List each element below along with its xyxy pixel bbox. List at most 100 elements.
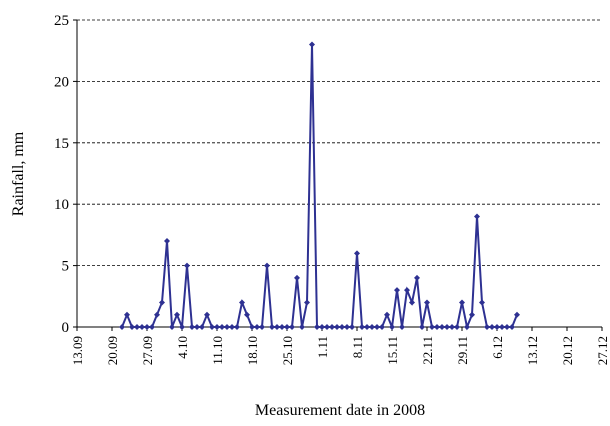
x-tick-label: 25.10 (280, 336, 295, 365)
data-point (474, 213, 480, 220)
x-tick-label: 22.11 (420, 336, 435, 365)
x-tick-label: 13.12 (525, 336, 540, 365)
data-point (379, 324, 385, 330)
data-point (424, 299, 430, 306)
data-point (294, 274, 300, 281)
data-point (414, 274, 420, 281)
data-point (499, 324, 505, 330)
data-point (464, 324, 470, 330)
x-tick-label: 27.09 (140, 336, 155, 365)
data-point (254, 324, 260, 330)
data-point (224, 324, 230, 330)
data-point (134, 324, 140, 330)
data-point (419, 324, 425, 330)
data-point (384, 311, 390, 318)
data-point (149, 324, 155, 330)
data-point (179, 324, 185, 330)
data-point (369, 324, 375, 330)
data-point (219, 324, 225, 330)
data-point (204, 311, 210, 318)
data-point (449, 324, 455, 330)
data-point (264, 262, 270, 269)
data-point (494, 324, 500, 330)
y-axis-title: Rainfall, mm (10, 131, 27, 216)
data-point (399, 324, 405, 330)
data-point (124, 311, 130, 318)
y-tick-label: 15 (54, 136, 69, 152)
x-tick-label: 18.10 (245, 336, 260, 365)
data-point (139, 324, 145, 330)
data-point (119, 324, 125, 330)
data-point (454, 324, 460, 330)
x-tick-label: 13.09 (70, 336, 85, 365)
data-line (121, 44, 518, 331)
data-point (174, 311, 180, 318)
data-point (344, 324, 350, 330)
data-point (329, 324, 335, 330)
y-tick-label: 0 (62, 320, 70, 336)
data-point (374, 324, 380, 330)
data-point (154, 311, 160, 318)
data-point (409, 299, 415, 306)
data-point (249, 324, 255, 330)
data-point (289, 324, 295, 330)
data-point (309, 41, 315, 48)
data-point (459, 299, 465, 306)
data-point (234, 324, 240, 330)
x-tick-label: 27.12 (595, 336, 610, 365)
data-point (239, 299, 245, 306)
x-tick-label: 1.11 (315, 336, 330, 358)
data-point (244, 311, 250, 318)
data-point (394, 287, 400, 294)
y-tick-label: 25 (54, 13, 69, 29)
data-point (144, 324, 150, 330)
data-point (439, 324, 445, 330)
data-point (334, 324, 340, 330)
data-point (359, 324, 365, 330)
y-tick-label: 5 (62, 259, 70, 275)
data-point (159, 299, 165, 306)
data-point (339, 324, 345, 330)
data-point (129, 324, 135, 330)
data-point (514, 311, 520, 318)
x-tick-label: 8.11 (350, 336, 365, 358)
data-point (504, 324, 510, 330)
data-point (184, 262, 190, 269)
x-tick-label: 20.09 (105, 336, 120, 365)
data-point (169, 324, 175, 330)
data-point (269, 324, 275, 330)
data-point (199, 324, 205, 330)
data-point (214, 324, 220, 330)
data-point (194, 324, 200, 330)
data-point (274, 324, 280, 330)
data-point (319, 324, 325, 330)
data-point (404, 287, 410, 294)
x-tick-label: 11.10 (210, 336, 225, 365)
x-tick-label: 29.11 (455, 336, 470, 365)
data-point (284, 324, 290, 330)
x-tick-label: 15.11 (385, 336, 400, 365)
x-tick-label: 4.10 (175, 336, 190, 359)
x-axis-title: Measurement date in 2008 (255, 402, 425, 419)
data-point (324, 324, 330, 330)
data-point (354, 250, 360, 257)
data-point (314, 324, 320, 330)
data-point (444, 324, 450, 330)
data-point (189, 324, 195, 330)
data-point (509, 324, 515, 330)
data-point (209, 324, 215, 330)
data-point (304, 299, 310, 306)
y-tick-label: 10 (54, 197, 69, 213)
data-point (259, 324, 265, 330)
data-point (299, 324, 305, 330)
data-point (479, 299, 485, 306)
data-point (489, 324, 495, 330)
data-point (429, 324, 435, 330)
data-point (434, 324, 440, 330)
x-tick-label: 20.12 (560, 336, 575, 365)
x-tick-label: 6.12 (490, 336, 505, 359)
data-point (164, 238, 170, 245)
data-point (469, 311, 475, 318)
data-point (349, 324, 355, 330)
